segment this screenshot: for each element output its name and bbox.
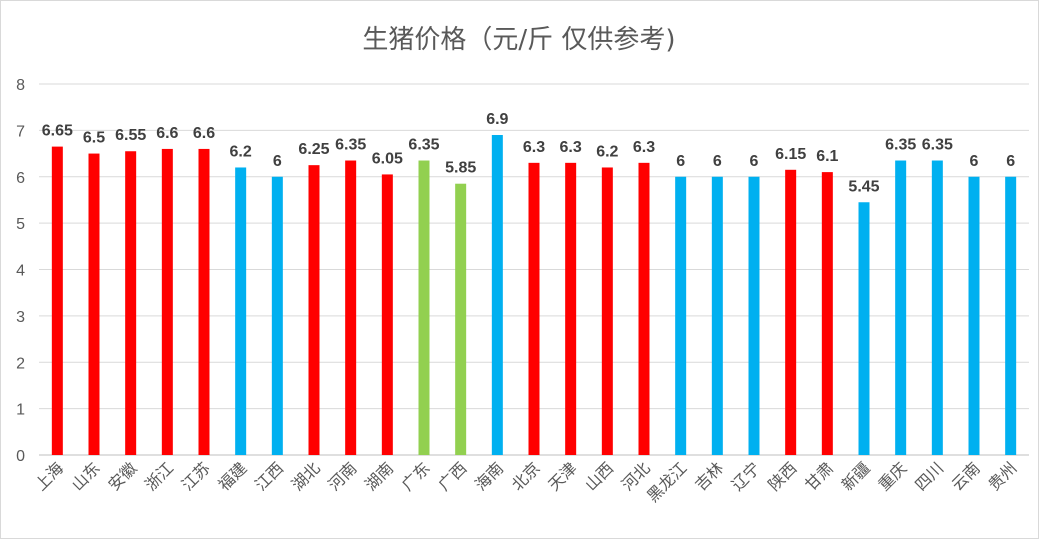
x-tick-label: 黑龙江 <box>643 458 690 505</box>
data-label: 6.25 <box>298 141 329 158</box>
x-tick-label: 海南 <box>471 458 507 494</box>
data-label: 6.15 <box>775 146 806 163</box>
y-tick-label: 0 <box>16 448 25 465</box>
bar <box>161 148 173 456</box>
x-tick-label: 江苏 <box>178 458 214 494</box>
x-tick-label: 广东 <box>398 458 434 494</box>
data-label: 5.85 <box>445 160 476 177</box>
x-tick-label: 山东 <box>68 458 104 494</box>
data-label: 6.3 <box>523 139 545 156</box>
data-label: 6 <box>713 153 722 170</box>
bar <box>271 176 283 455</box>
x-tick-label: 福建 <box>214 458 250 494</box>
bar <box>931 160 943 456</box>
bar <box>638 162 650 455</box>
x-axis-ticks: 上海 山东 安徽 浙江 江苏 福建 江西 湖北 河南 湖南 广东 广西 海南 北京 天津 山西 河北黑龙江 吉林辽… <box>31 458 1020 505</box>
data-label: 5.45 <box>848 178 879 195</box>
bar <box>1005 176 1017 455</box>
data-label: 6.6 <box>156 125 178 142</box>
bars <box>51 135 1017 456</box>
x-tick-label: 浙江 <box>141 458 177 494</box>
y-tick-label: 1 <box>16 402 25 419</box>
bar <box>345 160 357 456</box>
bar <box>895 160 907 456</box>
data-label: 6.2 <box>596 143 618 160</box>
data-label: 6.3 <box>560 139 582 156</box>
y-tick-label: 2 <box>16 355 25 372</box>
x-tick-label: 河南 <box>324 458 360 494</box>
bar <box>491 135 503 455</box>
bar <box>748 176 760 455</box>
y-tick-label: 5 <box>16 216 25 233</box>
data-label: 6.05 <box>372 150 403 167</box>
y-tick-label: 8 <box>16 77 25 94</box>
x-tick-label: 新疆 <box>838 458 874 494</box>
data-label: 6 <box>750 153 759 170</box>
x-tick-label: 陕西 <box>764 458 800 494</box>
x-tick-label: 上海 <box>31 458 67 494</box>
bar <box>418 160 430 456</box>
data-label: 6.55 <box>115 127 146 144</box>
data-label: 6.65 <box>42 123 73 140</box>
x-tick-label: 湖南 <box>361 458 397 494</box>
y-tick-label: 7 <box>16 123 25 140</box>
x-tick-label: 湖北 <box>288 458 324 494</box>
bar <box>785 169 797 455</box>
bar <box>235 167 247 455</box>
bar <box>528 162 540 455</box>
chart-title: 生猪价格（元/斤 仅供参考) <box>362 25 675 55</box>
bar <box>858 202 870 455</box>
data-label: 6.35 <box>335 137 366 154</box>
bar <box>711 176 723 455</box>
data-label: 6 <box>273 153 282 170</box>
data-label: 6.35 <box>885 137 916 154</box>
data-label: 6.5 <box>83 130 105 147</box>
bar <box>198 148 210 456</box>
x-tick-label: 吉林 <box>691 458 727 494</box>
bar <box>455 183 467 456</box>
bar <box>565 162 577 455</box>
data-label: 6.35 <box>922 137 953 154</box>
bar <box>125 151 137 455</box>
data-label: 6 <box>1006 153 1015 170</box>
y-tick-label: 6 <box>16 170 25 187</box>
x-tick-label: 辽宁 <box>728 458 764 494</box>
bar <box>821 172 833 456</box>
x-tick-label: 广西 <box>434 458 470 494</box>
x-tick-label: 天津 <box>544 458 580 494</box>
x-tick-label: 江西 <box>251 458 287 494</box>
x-tick-label: 四川 <box>911 458 947 494</box>
y-axis-ticks: 0 1 2 3 4 5 6 7 8 <box>16 77 25 465</box>
data-label: 6.6 <box>193 125 215 142</box>
x-tick-label: 安徽 <box>104 458 140 494</box>
y-tick-label: 3 <box>16 309 25 326</box>
x-tick-label: 云南 <box>948 458 984 494</box>
data-label: 6 <box>970 153 979 170</box>
data-label: 6.9 <box>486 111 508 128</box>
bar <box>51 146 63 455</box>
data-label: 6.35 <box>408 137 439 154</box>
x-tick-label: 山西 <box>581 458 617 494</box>
data-label: 6.3 <box>633 139 655 156</box>
data-label: 6.1 <box>816 148 838 165</box>
bar <box>675 176 687 455</box>
x-tick-label: 重庆 <box>874 458 910 494</box>
bar <box>601 167 613 455</box>
data-label: 6.2 <box>230 143 252 160</box>
data-labels: 6.65 6.5 6.55 6.6 6.6 6.2 6 6.25 6.35 6.05 6.35 5.8… <box>42 111 1015 195</box>
x-tick-label: 贵州 <box>984 458 1020 494</box>
y-tick-label: 4 <box>16 263 25 280</box>
bar <box>88 153 100 455</box>
bar <box>381 174 393 455</box>
x-tick-label: 甘肃 <box>801 458 837 494</box>
bar <box>968 176 980 455</box>
bar <box>308 165 320 455</box>
data-label: 6 <box>676 153 685 170</box>
x-tick-label: 北京 <box>508 458 544 494</box>
